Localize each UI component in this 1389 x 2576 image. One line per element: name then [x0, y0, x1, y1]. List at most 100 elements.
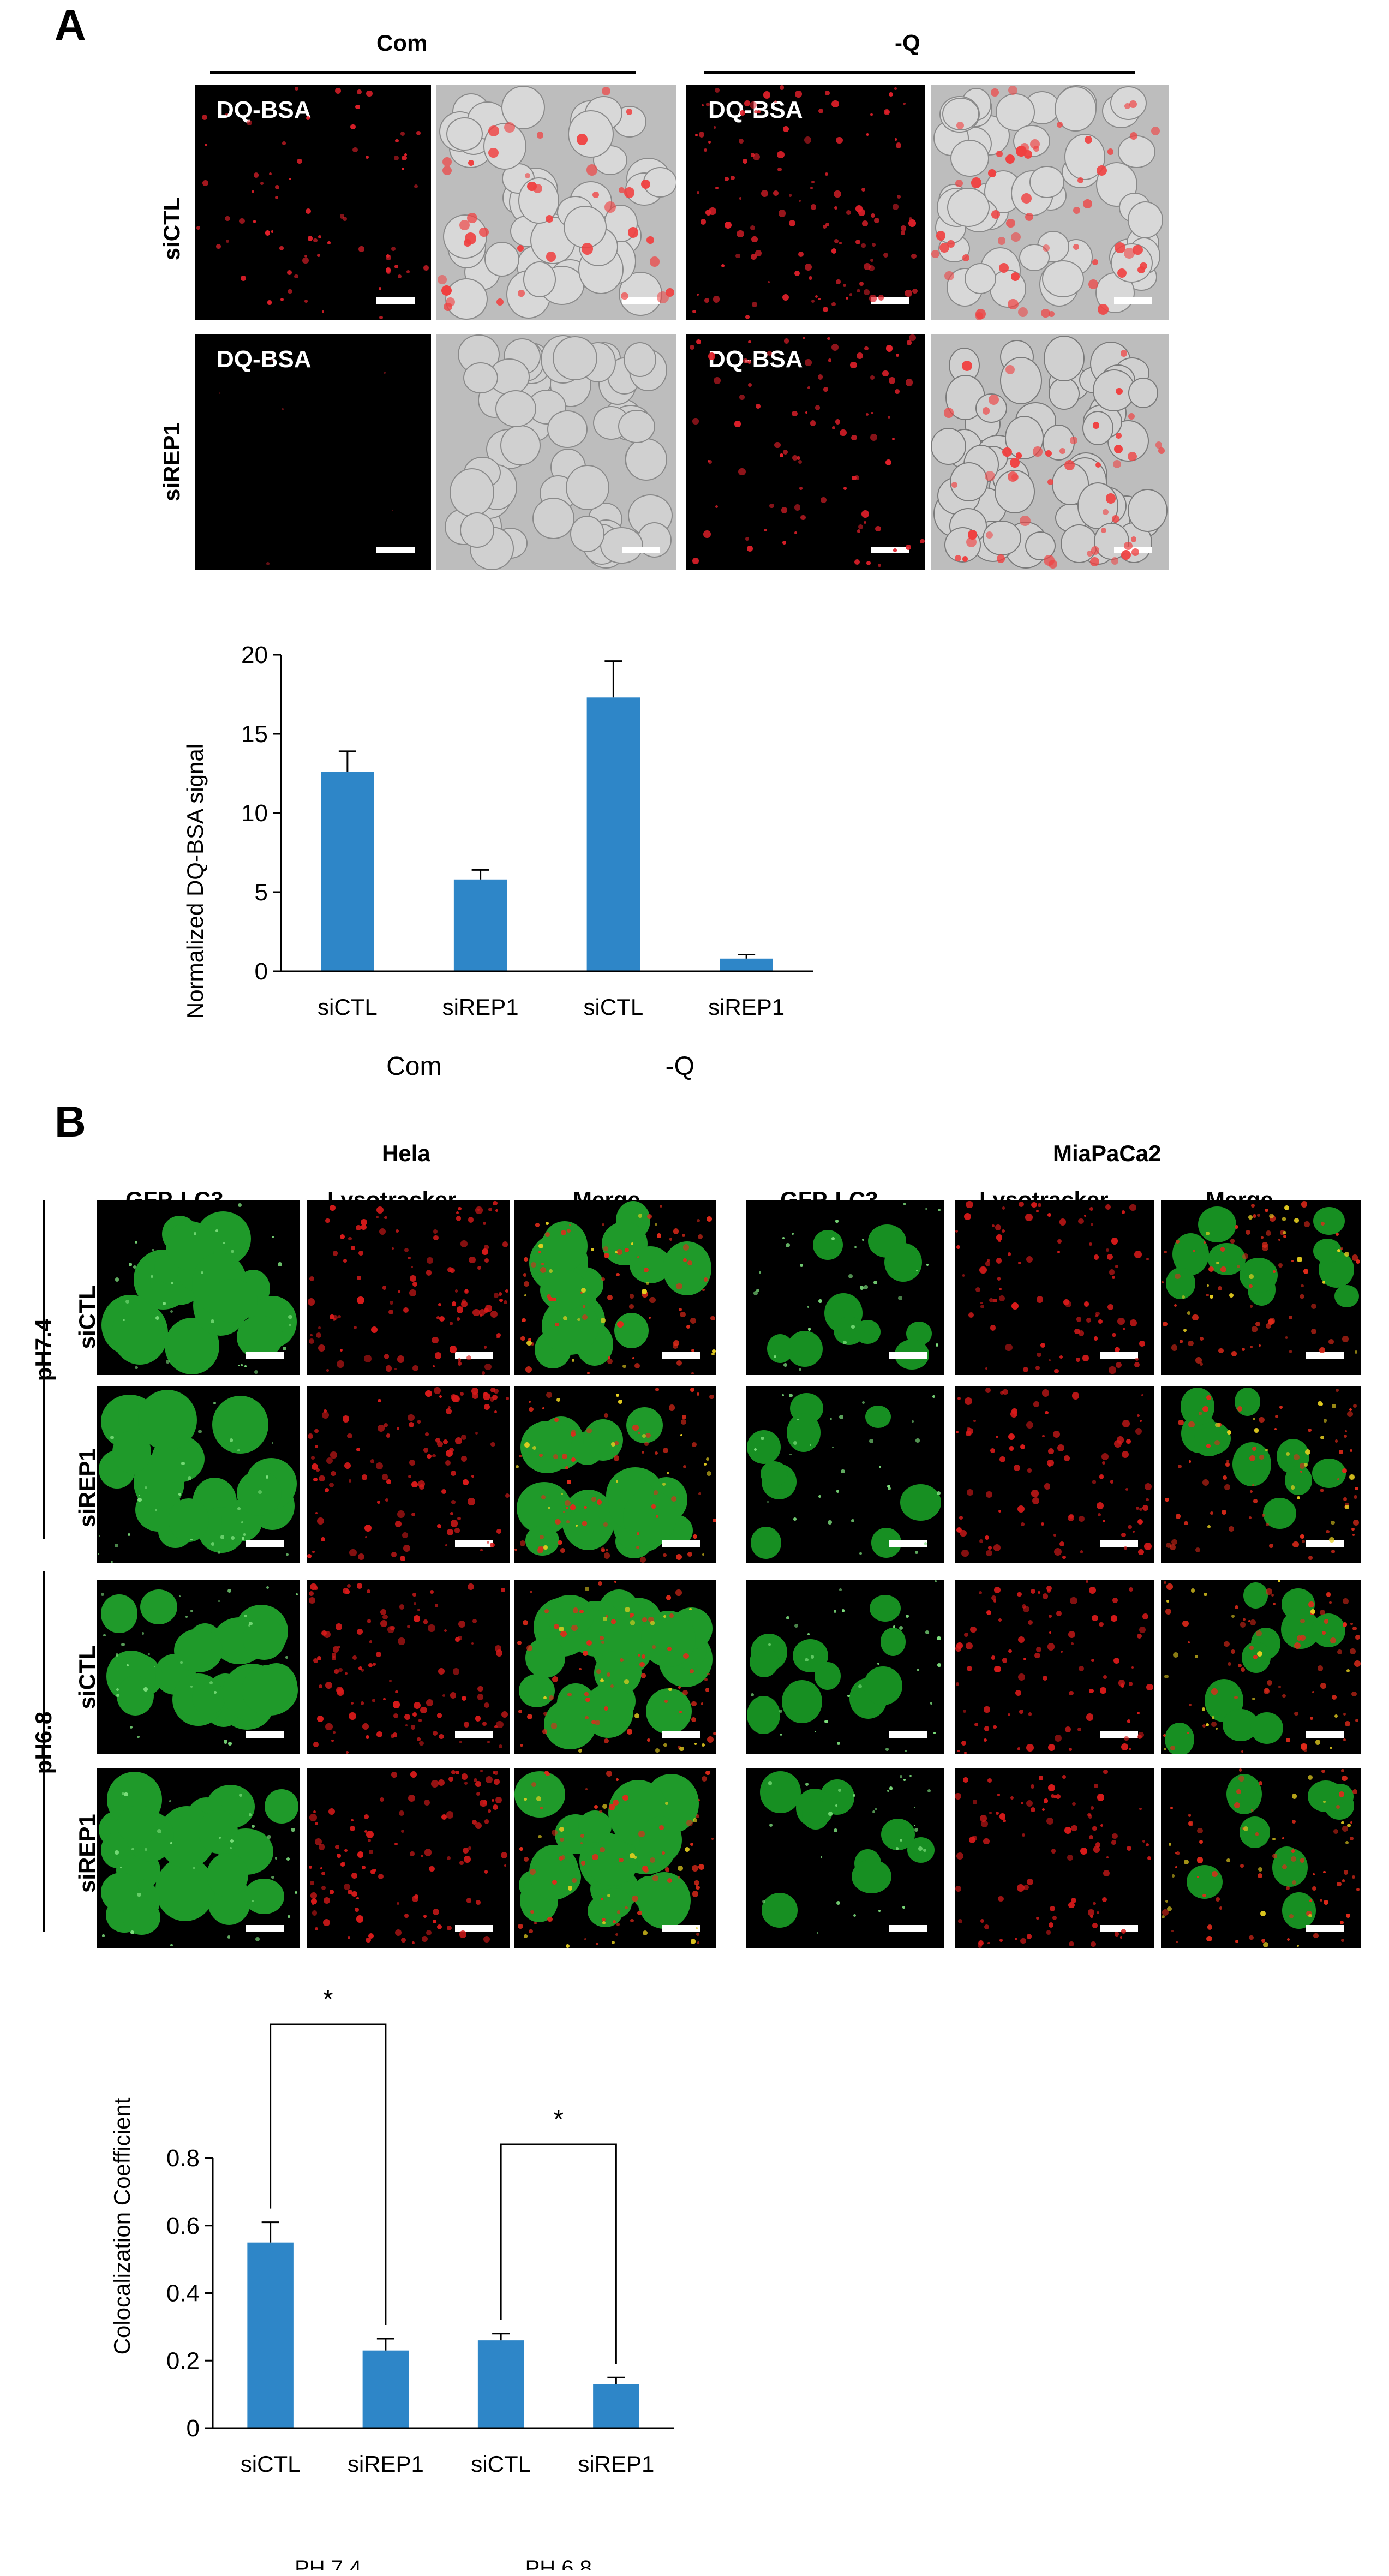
cell-signal [1323, 1801, 1326, 1803]
cell-signal [745, 537, 749, 541]
cell-signal [1195, 1655, 1198, 1658]
cell-signal [358, 246, 364, 252]
cell [834, 1316, 865, 1345]
cell-signal [956, 1642, 963, 1649]
hela-merge-image [514, 1580, 716, 1754]
cell-signal [843, 486, 847, 490]
cell [1198, 1206, 1236, 1242]
cell-signal [937, 1663, 941, 1667]
cell-signal [888, 377, 895, 384]
cell-signal [650, 256, 660, 267]
cell-signal [1305, 1449, 1310, 1455]
cell-signal [715, 505, 718, 508]
cell-signal [223, 1740, 228, 1744]
cell-signal [413, 1615, 421, 1623]
cell [761, 1893, 798, 1928]
cell-signal [518, 1710, 522, 1713]
cell-signal [709, 1394, 714, 1399]
cell-signal [523, 1273, 527, 1277]
cell-signal [707, 1672, 710, 1675]
cell-signal [698, 1864, 704, 1870]
cell-signal [411, 1513, 416, 1517]
cell-signal [1207, 1284, 1210, 1287]
cell-signal [1019, 515, 1031, 527]
cell-signal [1069, 1748, 1073, 1752]
cell-signal [1339, 1921, 1344, 1925]
cell-signal [1049, 1359, 1051, 1361]
cell-signal [271, 230, 274, 233]
cell-signal [632, 1356, 635, 1360]
cell-signal [831, 343, 839, 351]
dqbsa-image-sictl-q: DQ-BSA [686, 85, 925, 320]
cell-signal [630, 1918, 634, 1923]
cell-signal [431, 1779, 439, 1788]
cell-signal [1044, 1483, 1051, 1490]
cell-signal [1146, 1498, 1149, 1502]
cell-signal [534, 1921, 537, 1925]
scale-bar [455, 1540, 493, 1547]
cell-signal [1089, 557, 1099, 566]
cell-signal [391, 246, 396, 251]
cell-signal [869, 295, 877, 302]
cell-signal [349, 1712, 357, 1720]
cell-signal [348, 1236, 352, 1241]
cell-signal [659, 1204, 663, 1208]
cell [1077, 482, 1119, 529]
cell-signal [289, 177, 292, 180]
cell-signal [1166, 1583, 1173, 1590]
cell-signal [700, 218, 707, 225]
cell-signal [1220, 1247, 1225, 1252]
cell-signal [468, 159, 475, 166]
cell-signal [553, 1454, 559, 1459]
cell-signal [476, 1791, 481, 1796]
cell-signal [288, 1915, 290, 1918]
cell-signal [931, 250, 939, 259]
cell-signal [378, 1873, 384, 1879]
cell-signal [1204, 1241, 1206, 1244]
dqbsa-image-label: DQ-BSA [217, 97, 312, 123]
cell-signal [538, 1243, 544, 1248]
cell-signal [740, 110, 745, 116]
cell-signal [1095, 1311, 1100, 1316]
cell-signal [1285, 1336, 1288, 1339]
cell-signal [664, 1867, 670, 1873]
cell-signal [711, 1837, 714, 1840]
cell-signal [698, 1492, 702, 1495]
cell-signal [604, 1738, 609, 1743]
cell-signal [1301, 1743, 1307, 1750]
cell-signal [468, 1216, 474, 1223]
cell-signal [1282, 1837, 1284, 1839]
cell-signal [1092, 259, 1099, 266]
cell-signal [786, 1616, 789, 1619]
cell-signal [968, 1312, 974, 1318]
cell-signal [464, 1781, 468, 1785]
cell-signal [713, 376, 721, 384]
cell-signal [1165, 1899, 1169, 1903]
cell-signal [911, 1420, 914, 1423]
cell-signal [987, 169, 996, 178]
cell-signal [999, 1813, 1006, 1820]
cell-signal [1010, 458, 1020, 468]
cell-signal [612, 1941, 615, 1945]
cell-signal [810, 204, 817, 210]
cell-signal [1331, 1550, 1335, 1553]
cell-signal [1048, 1614, 1052, 1618]
cell-signal [1274, 1428, 1277, 1431]
cell-signal [1093, 1846, 1100, 1853]
cell-signal [1265, 1208, 1269, 1212]
cell-signal [987, 1941, 990, 1945]
cell-signal [798, 199, 801, 202]
cell-signal [663, 1615, 666, 1618]
cell-signal [828, 1520, 833, 1525]
cell-signal [328, 1808, 336, 1815]
cell-signal [136, 1735, 140, 1738]
cell-signal [375, 1651, 381, 1657]
cell-signal [1341, 1769, 1344, 1772]
cell-signal [271, 1236, 274, 1239]
cell [174, 1628, 223, 1673]
cell-signal [576, 133, 588, 145]
hela-merge-image [514, 1386, 716, 1563]
cell-signal [332, 1250, 338, 1256]
cell-signal [517, 244, 524, 252]
cell-signal [391, 1551, 397, 1557]
